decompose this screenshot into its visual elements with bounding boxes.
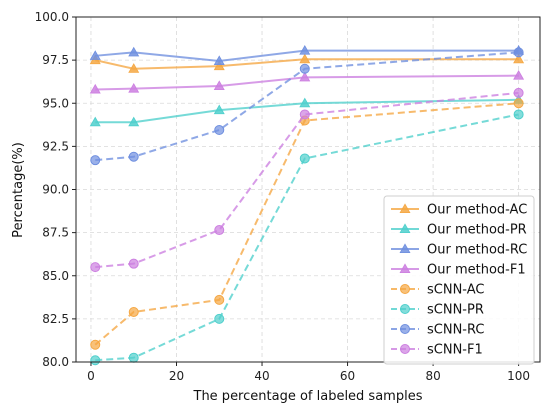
series-our-method-ac bbox=[89, 53, 525, 73]
legend-label: sCNN-PR bbox=[427, 303, 484, 318]
legend-swatch-marker bbox=[399, 203, 411, 214]
legend-item-scnn-f1: sCNN-F1 bbox=[391, 343, 483, 358]
data-point-our-method-f1 bbox=[299, 71, 311, 82]
data-point-scnn-pr bbox=[299, 153, 310, 164]
legend-item-scnn-pr: sCNN-PR bbox=[391, 303, 484, 318]
legend-swatch-marker bbox=[400, 304, 410, 314]
y-tick-label: 92.5 bbox=[42, 139, 69, 153]
legend-item-our-method-rc: Our method-RC bbox=[391, 243, 527, 258]
series-our-method-f1 bbox=[89, 70, 525, 94]
series-layer bbox=[89, 45, 525, 366]
y-axis-label: Percentage(%) bbox=[11, 142, 26, 238]
y-tick-label: 95.0 bbox=[42, 96, 69, 110]
data-point-scnn-f1 bbox=[90, 262, 101, 273]
data-point-scnn-ac bbox=[90, 339, 101, 350]
data-point-scnn-f1 bbox=[299, 109, 310, 120]
data-point-scnn-f1 bbox=[513, 87, 524, 98]
data-point-scnn-rc bbox=[90, 155, 101, 166]
data-point-our-method-rc bbox=[299, 45, 311, 55]
legend-item-our-method-ac: Our method-AC bbox=[391, 203, 527, 218]
data-point-our-method-pr bbox=[128, 116, 140, 127]
data-point-our-method-ac bbox=[213, 60, 225, 71]
data-point-our-method-ac bbox=[299, 53, 311, 64]
data-point-our-method-f1 bbox=[89, 83, 101, 94]
data-point-our-method-f1 bbox=[513, 70, 525, 80]
y-tick-label: 80.0 bbox=[42, 355, 69, 369]
x-tick-label: 0 bbox=[87, 369, 95, 383]
data-point-scnn-rc bbox=[214, 124, 225, 135]
legend-item-scnn-ac: sCNN-AC bbox=[391, 283, 484, 298]
data-point-scnn-rc bbox=[513, 47, 524, 58]
data-point-scnn-pr bbox=[513, 109, 524, 120]
data-point-our-method-rc bbox=[213, 55, 225, 65]
data-point-scnn-ac bbox=[513, 98, 524, 109]
data-point-our-method-pr bbox=[89, 116, 101, 127]
data-point-scnn-ac bbox=[214, 294, 225, 305]
data-point-our-method-pr bbox=[213, 104, 225, 115]
data-point-our-method-rc bbox=[89, 50, 101, 60]
x-tick-label: 80 bbox=[425, 369, 440, 383]
series-line-scnn-f1 bbox=[95, 91, 519, 269]
y-tick-label: 87.5 bbox=[42, 226, 69, 240]
y-axis: 80.0 82.5 85.0 87.5 90.0 92.5 95.0 97.5 100.0 bbox=[35, 10, 76, 369]
legend-label: sCNN-RC bbox=[427, 323, 484, 338]
legend-label: Our method-RC bbox=[427, 243, 527, 258]
y-tick-label: 97.5 bbox=[42, 53, 69, 67]
data-point-our-method-pr bbox=[299, 97, 311, 108]
legend: Our method-AC Our method-PR Our method-RC O… bbox=[383, 195, 535, 365]
legend-label: Our method-PR bbox=[427, 223, 527, 238]
series-scnn-rc bbox=[90, 47, 524, 166]
legend-item-scnn-rc: sCNN-RC bbox=[391, 323, 484, 338]
legend-label: sCNN-AC bbox=[427, 283, 484, 298]
x-tick-label: 20 bbox=[169, 369, 184, 383]
legend-item-our-method-f1: Our method-F1 bbox=[391, 263, 526, 278]
legend-label: Our method-F1 bbox=[427, 263, 526, 278]
series-scnn-ac bbox=[90, 98, 524, 350]
y-tick-label: 82.5 bbox=[42, 312, 69, 326]
data-point-scnn-rc bbox=[128, 151, 139, 162]
legend-label: sCNN-F1 bbox=[427, 343, 483, 358]
data-point-scnn-pr bbox=[128, 352, 139, 363]
x-tick-label: 40 bbox=[254, 369, 269, 383]
data-point-scnn-f1 bbox=[214, 225, 225, 236]
data-point-scnn-ac bbox=[128, 306, 139, 317]
y-tick-label: 100.0 bbox=[35, 10, 69, 24]
series-scnn-pr bbox=[90, 109, 524, 366]
legend-swatch-marker bbox=[399, 243, 411, 254]
legend-swatch-marker bbox=[399, 263, 411, 274]
legend-box bbox=[383, 195, 535, 365]
legend-swatch-marker bbox=[400, 344, 410, 354]
x-axis: 0 20 40 60 80 100 bbox=[87, 362, 530, 383]
series-scnn-f1 bbox=[90, 87, 524, 273]
series-line-scnn-rc bbox=[95, 51, 519, 162]
data-point-scnn-pr bbox=[214, 313, 225, 324]
data-point-our-method-ac bbox=[513, 53, 525, 64]
legend-label: Our method-AC bbox=[427, 203, 527, 218]
legend-swatch-marker bbox=[400, 324, 410, 334]
y-tick-label: 90.0 bbox=[42, 183, 69, 197]
data-point-scnn-pr bbox=[90, 355, 101, 366]
data-point-our-method-rc bbox=[128, 46, 140, 57]
legend-swatch-marker bbox=[400, 284, 410, 294]
legend-item-our-method-pr: Our method-PR bbox=[391, 223, 527, 238]
data-point-our-method-f1 bbox=[128, 82, 140, 93]
data-point-our-method-ac bbox=[128, 63, 140, 73]
y-tick-label: 85.0 bbox=[42, 269, 69, 283]
data-point-scnn-rc bbox=[299, 63, 310, 74]
x-axis-label: The percentage of labeled samples bbox=[193, 389, 423, 404]
x-tick-label: 100 bbox=[507, 369, 530, 383]
data-point-scnn-f1 bbox=[128, 258, 139, 269]
legend-swatch-marker bbox=[399, 223, 411, 234]
x-tick-label: 60 bbox=[340, 369, 355, 383]
data-point-our-method-f1 bbox=[213, 80, 225, 90]
